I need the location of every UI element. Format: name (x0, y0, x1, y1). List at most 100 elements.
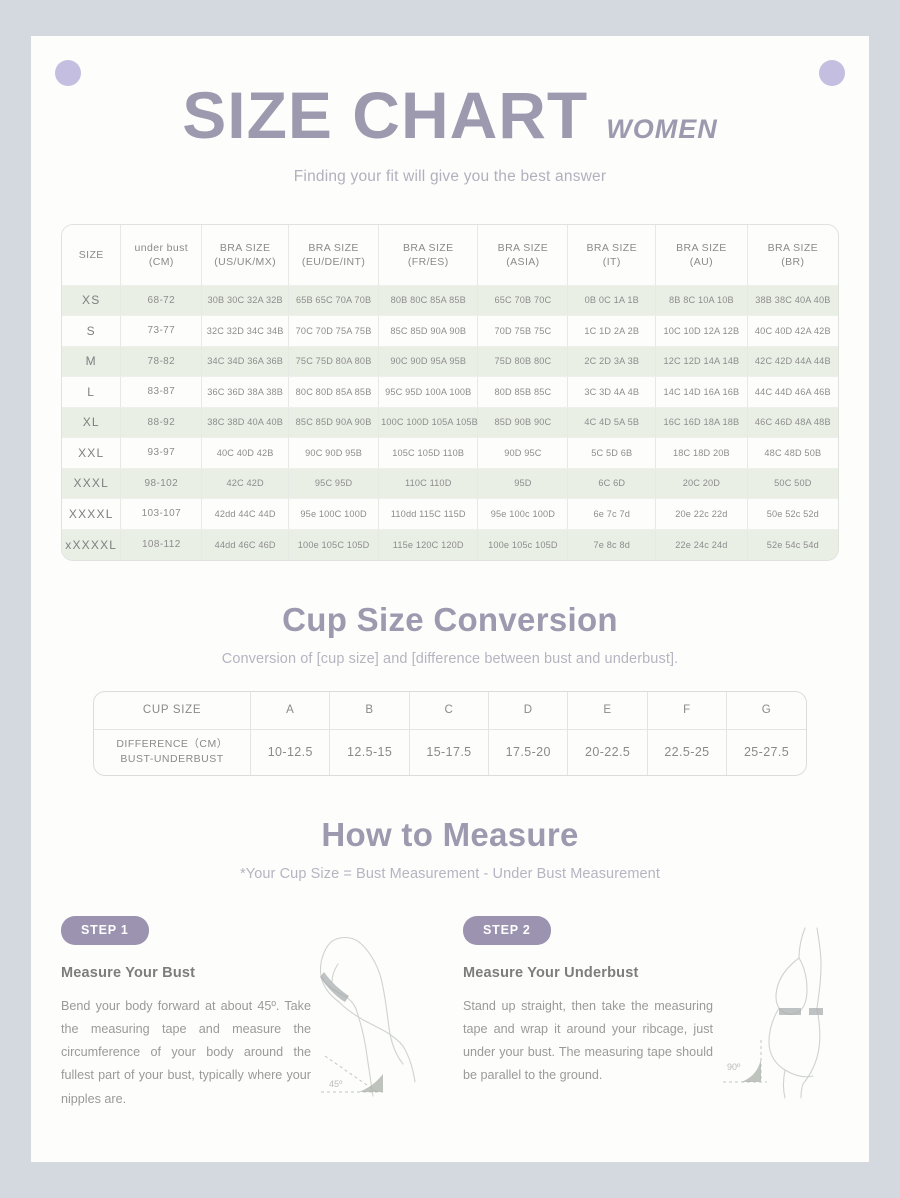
size-cell-br: 42C 42D 44A 44B (747, 346, 838, 377)
size-cell-under_bust: 108-112 (120, 529, 203, 560)
bust-measure-illustration-icon: 45º (319, 936, 416, 1097)
size-cell-size: L (62, 376, 122, 408)
step-1: STEP 1 Measure Your Bust Bend your body … (61, 915, 437, 1111)
size-cell-under_bust: 83-87 (120, 376, 203, 408)
cup-header-g: G (726, 691, 806, 730)
col-header-under-bust: under bust (CM) (120, 225, 203, 286)
size-cell-au: 14C 14D 16A 16B (655, 376, 748, 408)
size-cell-asia: 85D 90B 90C (477, 407, 569, 438)
cup-table-body: DIFFERENCE（CM） BUST-UNDERBUST 10-12.5 12.… (94, 729, 806, 775)
col-header-bra-fr: BRA SIZE (FR/ES) (378, 225, 479, 286)
size-cell-au: 8B 8C 10A 10B (655, 285, 748, 316)
col-header-bra-it: BRA SIZE (IT) (567, 225, 657, 286)
size-cell-size: XL (62, 407, 122, 438)
size-table-row: S 73-77 32C 32D 34C 34B 70C 70D 75A 75B 85C … (62, 315, 838, 347)
size-cell-au: 20C 20D (655, 468, 748, 499)
size-cell-under_bust: 93-97 (120, 437, 203, 469)
step-2: STEP 2 Measure Your Underbust Stand up s… (463, 915, 839, 1111)
size-cell-us: 32C 32D 34C 34B (201, 315, 290, 347)
size-cell-fr: 95C 95D 100A 100B (378, 376, 479, 408)
size-cell-under_bust: 88-92 (120, 407, 203, 438)
size-cell-br: 46C 46D 48A 48B (747, 407, 838, 438)
size-cell-it: 7e 8c 8d (567, 529, 657, 560)
size-table-row: XL 88-92 38C 38D 40A 40B 85C 85D 90A 90B 100… (62, 407, 838, 438)
size-cell-us: 42C 42D (201, 468, 290, 499)
size-cell-br: 44C 44D 46A 46B (747, 376, 838, 408)
page-subtitle-women: WOMEN (606, 114, 718, 144)
page-title: SIZE CHART (182, 78, 589, 152)
col-header-size: SIZE (62, 225, 122, 286)
size-cell-fr: 100C 100D 105A 105B (378, 407, 479, 438)
size-cell-eu: 70C 70D 75A 75B (288, 315, 380, 347)
size-cell-br: 52e 54c 54d (747, 529, 838, 560)
size-table-body: XS 68-72 30B 30C 32A 32B 65B 65C 70A 70B 80B… (62, 285, 838, 560)
cup-section-title: Cup Size Conversion (282, 600, 618, 638)
size-cell-it: 2C 2D 3A 3B (567, 346, 657, 377)
size-cell-us: 36C 36D 38A 38B (201, 376, 290, 408)
size-cell-asia: 80D 85B 85C (477, 376, 569, 408)
underbust-measure-illustration-icon: 90º (723, 926, 823, 1099)
size-cell-au: 16C 16D 18A 18B (655, 407, 748, 438)
size-cell-it: 1C 1D 2A 2B (567, 315, 657, 347)
size-cell-it: 6e 7c 7d (567, 498, 657, 530)
size-chart-poster: SIZE CHART WOMEN Finding your fit will g… (31, 36, 869, 1162)
size-cell-size: XXXXL (62, 498, 122, 530)
step-1-angle-label: 45º (329, 1079, 343, 1089)
size-cell-br: 40C 40D 42A 42B (747, 315, 838, 347)
size-cell-au: 18C 18D 20B (655, 437, 748, 469)
size-cell-au: 22e 24c 24d (655, 529, 748, 560)
size-cell-br: 50e 52c 52d (747, 498, 838, 530)
decorative-dot-left (55, 60, 81, 86)
size-cell-it: 6C 6D (567, 468, 657, 499)
size-cell-asia: 95D (477, 468, 569, 499)
size-cell-size: XXXL (62, 468, 122, 499)
cup-section-subtitle: Conversion of [cup size] and [difference… (221, 650, 679, 667)
size-cell-br: 50C 50D (747, 468, 838, 499)
size-cell-fr: 110C 110D (378, 468, 479, 499)
tape-band (320, 971, 349, 1002)
col-header-bra-eu: BRA SIZE (EU/DE/INT) (288, 225, 380, 286)
size-cell-fr: 80B 80C 85A 85B (378, 285, 479, 316)
size-cell-au: 12C 12D 14A 14B (655, 346, 748, 377)
step-2-badge: STEP 2 (463, 915, 551, 945)
size-cell-under_bust: 98-102 (120, 468, 203, 499)
size-cell-eu: 100e 105C 105D (288, 529, 380, 560)
cup-header-d: D (488, 691, 569, 730)
size-cell-fr: 115e 120C 120D (378, 529, 479, 560)
step-2-angle-label: 90º (727, 1062, 741, 1072)
size-cell-au: 10C 10D 12A 12B (655, 315, 748, 347)
measure-steps: STEP 1 Measure Your Bust Bend your body … (61, 915, 839, 1111)
size-cell-asia: 100e 105c 105D (477, 529, 569, 560)
cup-table-corner-label: CUP SIZE (94, 691, 252, 730)
tagline: Finding your fit will give you the best … (293, 168, 607, 185)
size-cell-size: M (62, 346, 122, 377)
size-cell-au: 20e 22c 22d (655, 498, 748, 530)
cup-difference-value: 20-22.5 (567, 729, 648, 775)
size-table-row: M 78-82 34C 34D 36A 36B 75C 75D 80A 80B 90C … (62, 346, 838, 377)
size-cell-us: 34C 34D 36A 36B (201, 346, 290, 377)
cup-section-header: Cup Size Conversion Conversion of [cup s… (31, 601, 869, 667)
col-header-bra-au: BRA SIZE (AU) (655, 225, 748, 286)
size-cell-eu: 90C 90D 95B (288, 437, 380, 469)
size-cell-size: XS (62, 285, 122, 316)
decorative-dot-right (819, 60, 845, 86)
step-1-title: Measure Your Bust (61, 964, 196, 981)
size-cell-under_bust: 103-107 (120, 498, 203, 530)
size-table-row: XXXL 98-102 42C 42D 95C 95D 110C 110D 95D 6C 6… (62, 468, 838, 499)
cup-difference-value: 22.5-25 (647, 729, 728, 775)
size-cell-under_bust: 78-82 (120, 346, 203, 377)
size-cell-br: 48C 48D 50B (747, 437, 838, 469)
size-cell-eu: 75C 75D 80A 80B (288, 346, 380, 377)
measure-section-title: How to Measure (321, 815, 579, 853)
col-header-bra-asia: BRA SIZE (ASIA) (477, 225, 569, 286)
size-cell-asia: 75D 80B 80C (477, 346, 569, 377)
tape-band-front (779, 1007, 801, 1015)
measure-section-header: How to Measure *Your Cup Size = Bust Mea… (31, 816, 869, 882)
cup-header-e: E (567, 691, 648, 730)
size-cell-fr: 90C 90D 95A 95B (378, 346, 479, 377)
size-cell-us: 40C 40D 42B (201, 437, 290, 469)
